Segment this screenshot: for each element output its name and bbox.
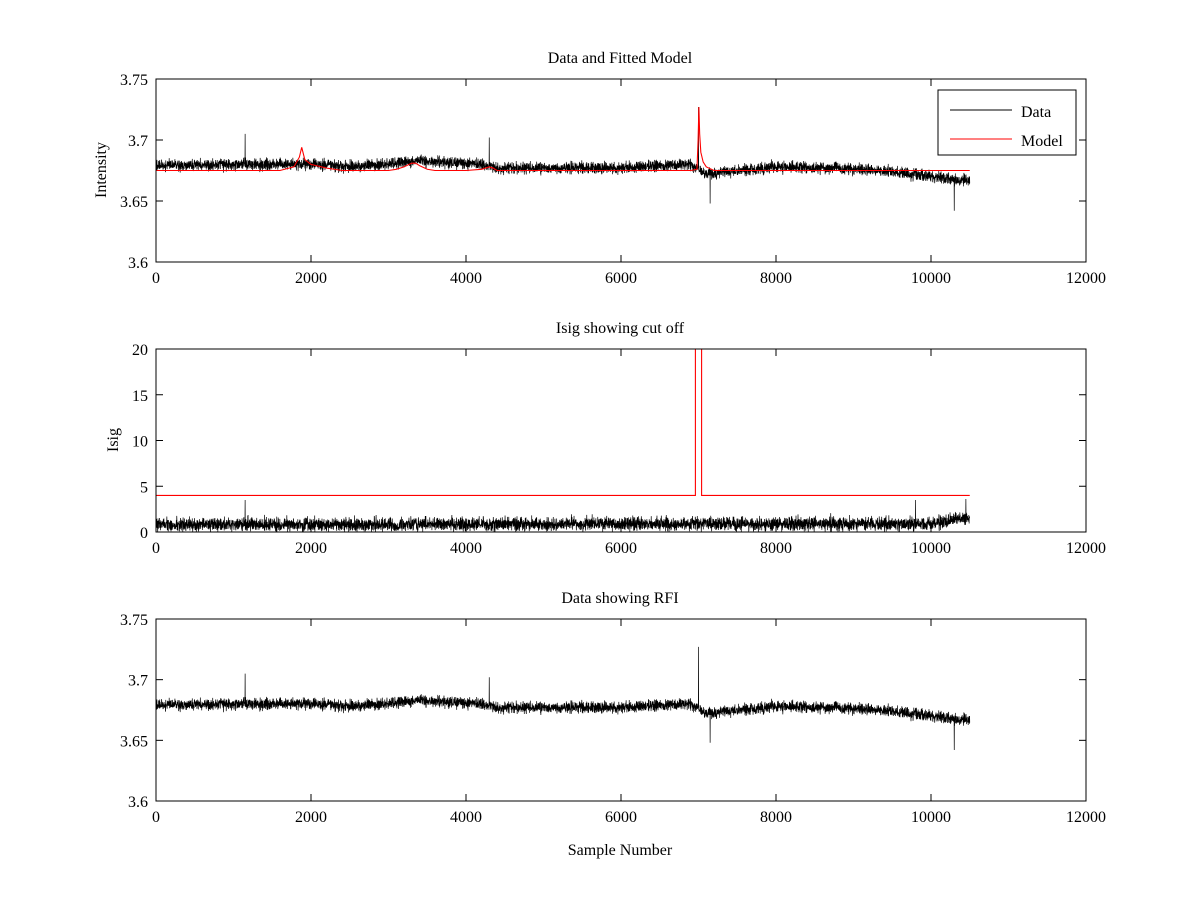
y-tick-label: 0 — [140, 525, 148, 542]
y-axis-label: Intensity — [93, 142, 110, 198]
x-tick-label: 2000 — [295, 540, 327, 557]
x-tick-label: 4000 — [450, 540, 482, 557]
y-tick-label: 3.65 — [120, 733, 148, 750]
legend: Data Model — [937, 89, 1077, 156]
x-tick-label: 10000 — [911, 540, 951, 557]
legend-box — [937, 89, 1077, 156]
panel-title: Data and Fitted Model — [548, 50, 693, 67]
y-tick-label: 3.65 — [120, 194, 148, 211]
x-tick-label: 12000 — [1066, 809, 1106, 826]
x-tick-label: 0 — [152, 540, 160, 557]
y-tick-label: 10 — [132, 434, 148, 451]
y-tick-label: 3.6 — [128, 255, 148, 272]
y-tick-label: 3.6 — [128, 794, 148, 811]
panel-data-showing-rfi: Data showing RFI Sample Number 0 2000 4000… — [120, 590, 1106, 859]
x-tick-label: 2000 — [295, 270, 327, 287]
panel-title: Isig showing cut off — [556, 320, 685, 337]
signal-series-line — [156, 646, 971, 751]
y-axis-label: Isig — [105, 428, 122, 452]
axes: 0 2000 4000 6000 8000 10000 12000 3.6 3.65 3.7 3.7… — [120, 72, 1106, 287]
plot-area — [156, 349, 970, 532]
y-tick-label: 20 — [132, 342, 148, 359]
x-tick-label: 10000 — [911, 809, 951, 826]
y-tick-label: 3.75 — [120, 612, 148, 629]
x-tick-label: 6000 — [605, 809, 637, 826]
y-tick-label: 15 — [132, 388, 148, 405]
legend-entry-data: Data — [1021, 104, 1051, 121]
y-tick-label: 3.7 — [128, 133, 148, 150]
model-series-line — [156, 107, 970, 172]
x-tick-label: 0 — [152, 270, 160, 287]
legend-entry-model: Model — [1021, 133, 1063, 150]
x-tick-label: 6000 — [605, 540, 637, 557]
panel-title: Data showing RFI — [561, 590, 678, 607]
x-tick-label: 2000 — [295, 809, 327, 826]
plot-area — [156, 646, 971, 751]
y-tick-label: 3.75 — [120, 72, 148, 89]
x-tick-label: 12000 — [1066, 270, 1106, 287]
x-tick-label: 6000 — [605, 270, 637, 287]
x-tick-label: 8000 — [760, 809, 792, 826]
y-tick-label: 5 — [140, 479, 148, 496]
data-series-line — [156, 107, 971, 211]
y-tick-label: 3.7 — [128, 673, 148, 690]
x-tick-label: 4000 — [450, 270, 482, 287]
axes: 0 2000 4000 6000 8000 10000 12000 3.6 3.65 3.7 3.7… — [120, 612, 1106, 826]
x-tick-label: 12000 — [1066, 540, 1106, 557]
x-tick-label: 4000 — [450, 809, 482, 826]
x-tick-label: 8000 — [760, 270, 792, 287]
x-tick-label: 0 — [152, 809, 160, 826]
axes: 0 2000 4000 6000 8000 10000 12000 0 5 10 15 20 — [132, 342, 1106, 557]
x-tick-label: 8000 — [760, 540, 792, 557]
x-tick-label: 10000 — [911, 270, 951, 287]
cutoff-series-line — [156, 349, 970, 496]
panel-data-and-fitted-model: Data and Fitted Model Intensity 0 2000 400… — [93, 50, 1106, 287]
panel-isig-showing-cut-off: Isig showing cut off Isig 0 2000 4000 6000 8… — [105, 320, 1106, 557]
signal-series-line — [156, 499, 970, 532]
plot-area — [156, 107, 971, 211]
x-axis-label: Sample Number — [568, 842, 673, 859]
